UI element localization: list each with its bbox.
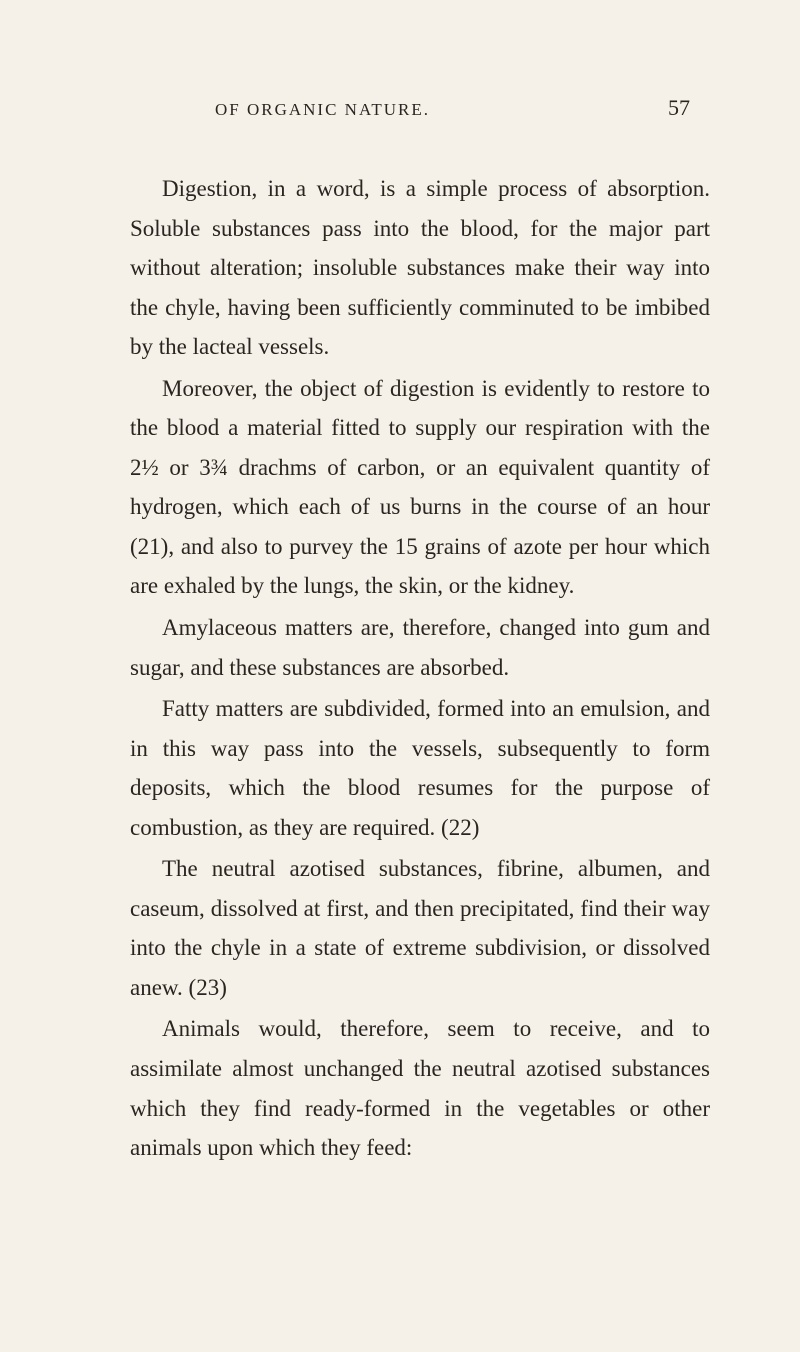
paragraph-2: Moreover, the object of digestion is evi… xyxy=(130,369,710,606)
page-header: OF ORGANIC NATURE. 57 xyxy=(130,95,710,121)
page-number: 57 xyxy=(668,95,690,121)
paragraph-3: Amylaceous matters are, therefore, chang… xyxy=(130,608,710,687)
body-text: Digestion, in a word, is a simple proces… xyxy=(130,169,710,1168)
paragraph-4: Fatty matters are subdivided, formed int… xyxy=(130,689,710,847)
paragraph-1: Digestion, in a word, is a simple proces… xyxy=(130,169,710,367)
running-header: OF ORGANIC NATURE. xyxy=(215,100,430,120)
paragraph-5: The neutral azotised substances, fibrine… xyxy=(130,849,710,1007)
document-page: OF ORGANIC NATURE. 57 Digestion, in a wo… xyxy=(0,0,800,1230)
paragraph-6: Animals would, therefore, seem to receiv… xyxy=(130,1009,710,1167)
